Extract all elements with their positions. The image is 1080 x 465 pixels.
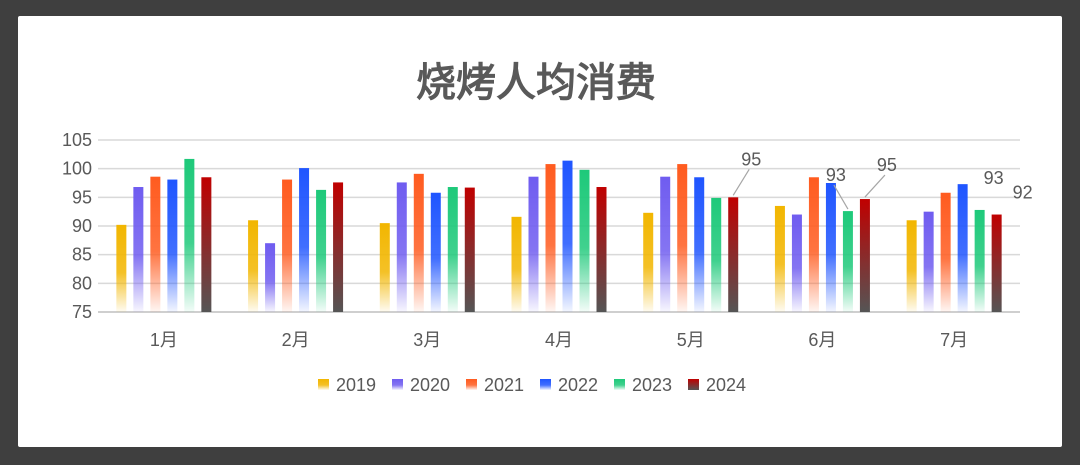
y-tick-label: 95: [72, 187, 92, 207]
x-tick-label: 6月: [808, 330, 836, 350]
legend-label: 2020: [410, 375, 450, 395]
legend-label: 2022: [558, 375, 598, 395]
legend-swatch: [688, 379, 699, 390]
bar-2023-3: [447, 187, 458, 312]
data-labels: 95 93 95 93 92: [732, 149, 1033, 210]
y-tick-label: 100: [62, 159, 92, 179]
data-label: 93: [984, 168, 1004, 188]
bar-2023-2: [316, 189, 327, 312]
legend-swatch: [318, 379, 329, 390]
bar-2019-3: [379, 223, 390, 312]
legend-label: 2019: [336, 375, 376, 395]
bar-2020-3: [396, 182, 407, 312]
bar-2021-2: [282, 179, 293, 312]
bar-2022-6: [825, 183, 836, 312]
chart: 烧烤人均消费 75 80 85 90 95 100 105 1月 2月 3月 4月 5月 6月 7月 9…: [62, 60, 1033, 395]
bar-2020-6: [791, 214, 802, 312]
bar-2020-2: [265, 243, 276, 312]
bar-2021-5: [677, 164, 688, 312]
legend-label: 2024: [706, 375, 746, 395]
bar-2024-7: [991, 214, 1002, 312]
x-tick-label: 2月: [282, 330, 310, 350]
bar-2023-6: [842, 211, 853, 312]
bar-2019-1: [116, 224, 127, 312]
bar-2022-2: [299, 168, 310, 312]
bar-2024-4: [596, 187, 607, 312]
chart-card: 烧烤人均消费 75 80 85 90 95 100 105 1月 2月 3月 4月 5月 6月 7月 9…: [18, 16, 1062, 447]
legend-swatch: [614, 379, 625, 390]
y-tick-label: 80: [72, 273, 92, 293]
bar-2019-4: [511, 216, 522, 312]
bar-2019-5: [643, 212, 654, 312]
y-tick-label: 75: [72, 302, 92, 322]
bar-2020-5: [660, 176, 671, 312]
legend-swatch: [540, 379, 551, 390]
legend-label: 2021: [484, 375, 524, 395]
y-tick-label: 105: [62, 130, 92, 150]
bars: [116, 158, 1002, 312]
legend-swatch: [392, 379, 403, 390]
legend-swatch: [466, 379, 477, 390]
data-label: 92: [1013, 183, 1033, 203]
bar-2022-5: [694, 177, 705, 312]
chart-title: 烧烤人均消费: [416, 60, 656, 106]
bar-2021-4: [545, 164, 556, 312]
bar-2022-7: [957, 184, 968, 312]
y-axis-ticks: 75 80 85 90 95 100 105: [62, 130, 92, 322]
bar-2023-1: [184, 158, 195, 312]
bar-2021-1: [150, 176, 161, 312]
bar-2021-7: [940, 192, 951, 312]
x-tick-label: 5月: [677, 330, 705, 350]
bar-2023-7: [974, 209, 985, 312]
data-label-leader: [833, 184, 849, 210]
bar-2023-5: [711, 197, 722, 312]
data-label: 95: [741, 149, 761, 169]
x-tick-label: 7月: [940, 330, 968, 350]
bar-2019-2: [248, 220, 259, 312]
bar-2019-7: [906, 220, 917, 312]
legend-label: 2023: [632, 375, 672, 395]
bar-2020-7: [923, 211, 934, 312]
data-label: 95: [877, 155, 897, 175]
y-tick-label: 90: [72, 216, 92, 236]
data-label-leader: [732, 169, 750, 196]
x-tick-label: 1月: [150, 330, 178, 350]
bar-2022-1: [167, 179, 178, 312]
bar-2022-3: [430, 192, 441, 312]
bar-2019-6: [774, 205, 785, 312]
data-label-leader: [864, 174, 886, 198]
bar-2021-3: [413, 173, 424, 312]
bar-2023-4: [579, 169, 590, 312]
bar-2020-1: [133, 187, 144, 312]
y-tick-label: 85: [72, 245, 92, 265]
bar-2021-6: [808, 177, 819, 312]
bar-2024-3: [464, 187, 475, 312]
x-tick-label: 4月: [545, 330, 573, 350]
bar-2024-5: [728, 197, 739, 312]
bar-2020-4: [528, 176, 539, 312]
data-label: 93: [826, 165, 846, 185]
x-tick-label: 3月: [413, 330, 441, 350]
bar-2024-6: [859, 199, 870, 312]
legend: 2019 2020 2021 2022 2023 2024: [318, 375, 746, 395]
x-axis-ticks: 1月 2月 3月 4月 5月 6月 7月: [150, 330, 968, 350]
bar-2024-2: [333, 182, 344, 312]
bar-2022-4: [562, 160, 573, 312]
bar-2024-1: [201, 177, 212, 312]
